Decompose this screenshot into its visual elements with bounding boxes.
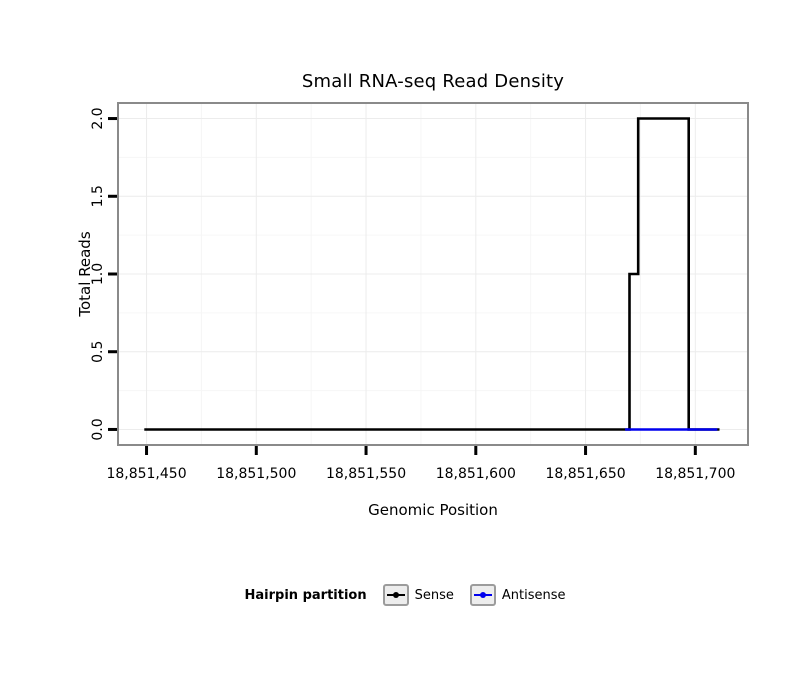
pointrange-dot-icon (479, 592, 486, 598)
legend-title: Hairpin partition (244, 587, 367, 603)
panel-border (117, 102, 749, 446)
y-tick-label: 1.0 (90, 263, 106, 285)
x-tick-label: 18,851,450 (106, 466, 186, 482)
legend-label-antisense: Antisense (501, 587, 566, 603)
legend: Hairpin partition Sense Antisense (0, 584, 810, 606)
pointrange-dot-icon (392, 592, 399, 598)
x-axis-label: Genomic Position (368, 501, 498, 519)
x-tick-label: 18,851,550 (326, 466, 406, 482)
legend-entry-antisense: Antisense (469, 584, 566, 606)
x-tick-label: 18,851,600 (436, 466, 516, 482)
x-tick-label: 18,851,700 (655, 466, 735, 482)
legend-label-sense: Sense (414, 587, 454, 603)
y-tick-label: 1.5 (90, 185, 106, 207)
y-tick-label: 0.0 (90, 418, 106, 440)
legend-key-sense (382, 584, 409, 606)
y-tick-label: 0.5 (90, 341, 106, 363)
series-sense (144, 117, 720, 431)
x-tick-label: 18,851,500 (216, 466, 296, 482)
plot-svg: 18,851,450 18,851,500 18,851,550 18,851,600… (90, 102, 749, 482)
x-tick-label: 18,851,650 (545, 466, 625, 482)
legend-entry-sense: Sense (382, 584, 454, 606)
y-tick-label: 2.0 (90, 107, 106, 129)
chart-title: Small RNA-seq Read Density (301, 71, 565, 92)
legend-key-antisense (469, 584, 496, 606)
